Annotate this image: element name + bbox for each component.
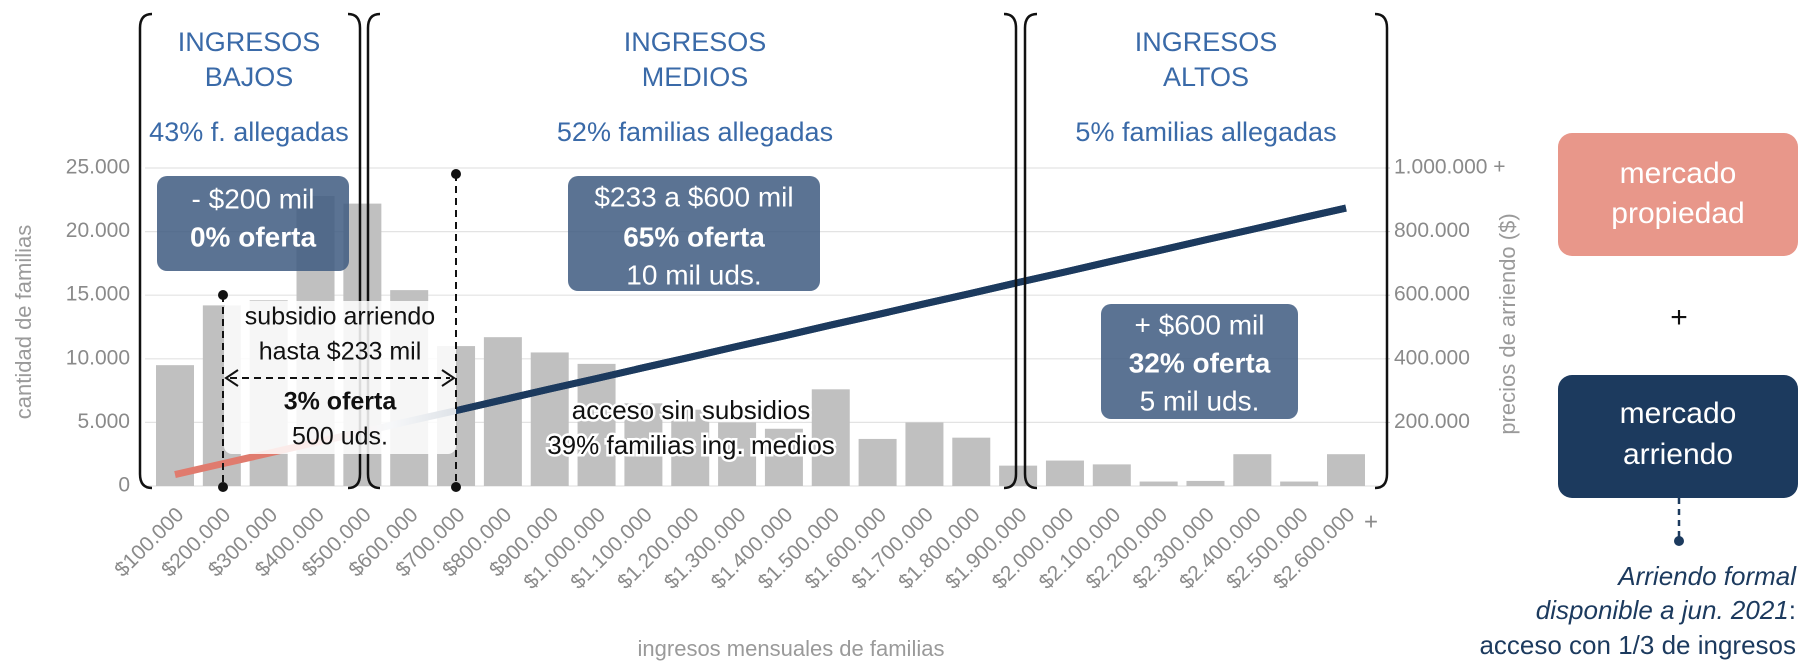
band-title: INGRESOS (178, 27, 321, 57)
bar (1186, 480, 1225, 486)
market-text: mercado (1620, 397, 1737, 430)
bracket (1003, 12, 1018, 490)
bar (811, 389, 850, 486)
band-title: INGRESOS (1135, 27, 1278, 57)
band-title: BAJOS (205, 62, 294, 92)
bracket (347, 12, 362, 490)
band-subtitle: 5% familias allegadas (1075, 117, 1336, 147)
access-text: 39% familias ing. medios (547, 430, 835, 460)
bracket (138, 12, 153, 490)
x-axis-label: ingresos mensuales de familias (638, 636, 945, 661)
bar (952, 437, 991, 486)
marker-dot (451, 482, 461, 492)
subsidy-offer: 3% oferta (284, 388, 398, 416)
band-title: INGRESOS (624, 27, 767, 57)
market-text: propiedad (1611, 197, 1744, 230)
overlay: INGRESOS BAJOS 43% f. allegadas INGRESOS MED… (138, 12, 1798, 660)
note-text: disponible a jun. 2021: (1536, 595, 1796, 625)
note-dot (1674, 536, 1684, 546)
y2-axis-label: precios de arriendo ($) (1495, 213, 1520, 434)
y-axis-label: cantidad de familias (11, 225, 36, 419)
bar (1045, 460, 1084, 486)
band-title: ALTOS (1163, 62, 1249, 92)
market-text: mercado (1620, 157, 1737, 190)
marker-dot (218, 482, 228, 492)
bar (530, 352, 569, 486)
subsidy-text: subsidio arriendo (245, 303, 435, 331)
bar (718, 422, 757, 486)
market-box (1558, 375, 1798, 498)
note-text: acceso con 1/3 de ingresos (1479, 630, 1796, 660)
info-box (1101, 304, 1298, 419)
info-text: 10 mil uds. (626, 259, 761, 290)
info-text: $233 a $600 mil (594, 181, 793, 212)
subsidy-text: hasta $233 mil (259, 338, 422, 366)
arrow-head (224, 369, 456, 387)
y-tick-label: 5.000 (77, 410, 130, 433)
info-text: + $600 mil (1135, 309, 1265, 340)
market-box (1558, 133, 1798, 256)
bar (905, 422, 944, 486)
band-subtitle: 43% f. allegadas (149, 117, 349, 147)
market-text: arriendo (1623, 438, 1733, 471)
bar (156, 365, 194, 486)
access-text: acceso sin subsidios (572, 395, 810, 425)
bar (624, 403, 663, 486)
info-text: 32% oferta (1129, 347, 1271, 378)
note-text: disponible a jun. 2021 (1536, 595, 1789, 625)
bracket (366, 12, 381, 490)
subsidy-offer: 500 uds. (292, 423, 388, 451)
info-text: 5 mil uds. (1140, 385, 1260, 416)
info-text: 65% oferta (623, 221, 765, 252)
y-tick-label: 25.000 (66, 156, 130, 179)
y2-tick-label: 1.000.000 + (1394, 156, 1506, 179)
bar (1327, 454, 1365, 486)
y2-tick-label: 200.000 (1394, 410, 1470, 433)
y-tick-label: 0 (118, 474, 130, 497)
marker-dot (451, 169, 461, 179)
band-title: MEDIOS (642, 62, 749, 92)
line-dark (455, 204, 1347, 415)
bar (1092, 464, 1131, 486)
band-subtitle: 52% familias allegadas (557, 117, 833, 147)
bracket (1023, 12, 1038, 490)
note-text: Arriendo formal (1616, 561, 1797, 591)
bar (483, 337, 522, 486)
bar (1139, 481, 1178, 486)
marker-dot (218, 290, 228, 300)
plus: + (1670, 301, 1688, 334)
bar (858, 438, 897, 486)
y-tick-label: 20.000 (66, 219, 130, 242)
bracket (1374, 12, 1389, 490)
bar (999, 465, 1038, 486)
y-tick-label: 15.000 (66, 283, 130, 306)
info-box (568, 176, 820, 291)
y2-tick-label: 600.000 (1394, 283, 1470, 306)
bar (764, 428, 803, 486)
x-end: + (1364, 508, 1378, 535)
info-text: 0% oferta (190, 221, 316, 252)
y2-tick-label: 800.000 (1394, 219, 1470, 242)
y2-tick-label: 400.000 (1394, 346, 1470, 369)
bar (1233, 454, 1272, 486)
info-box (157, 176, 349, 271)
note-text: : (1789, 595, 1796, 625)
bar (1280, 481, 1319, 486)
y-tick-label: 10.000 (66, 346, 130, 369)
bar (671, 409, 710, 486)
info-text: - $200 mil (192, 183, 315, 214)
